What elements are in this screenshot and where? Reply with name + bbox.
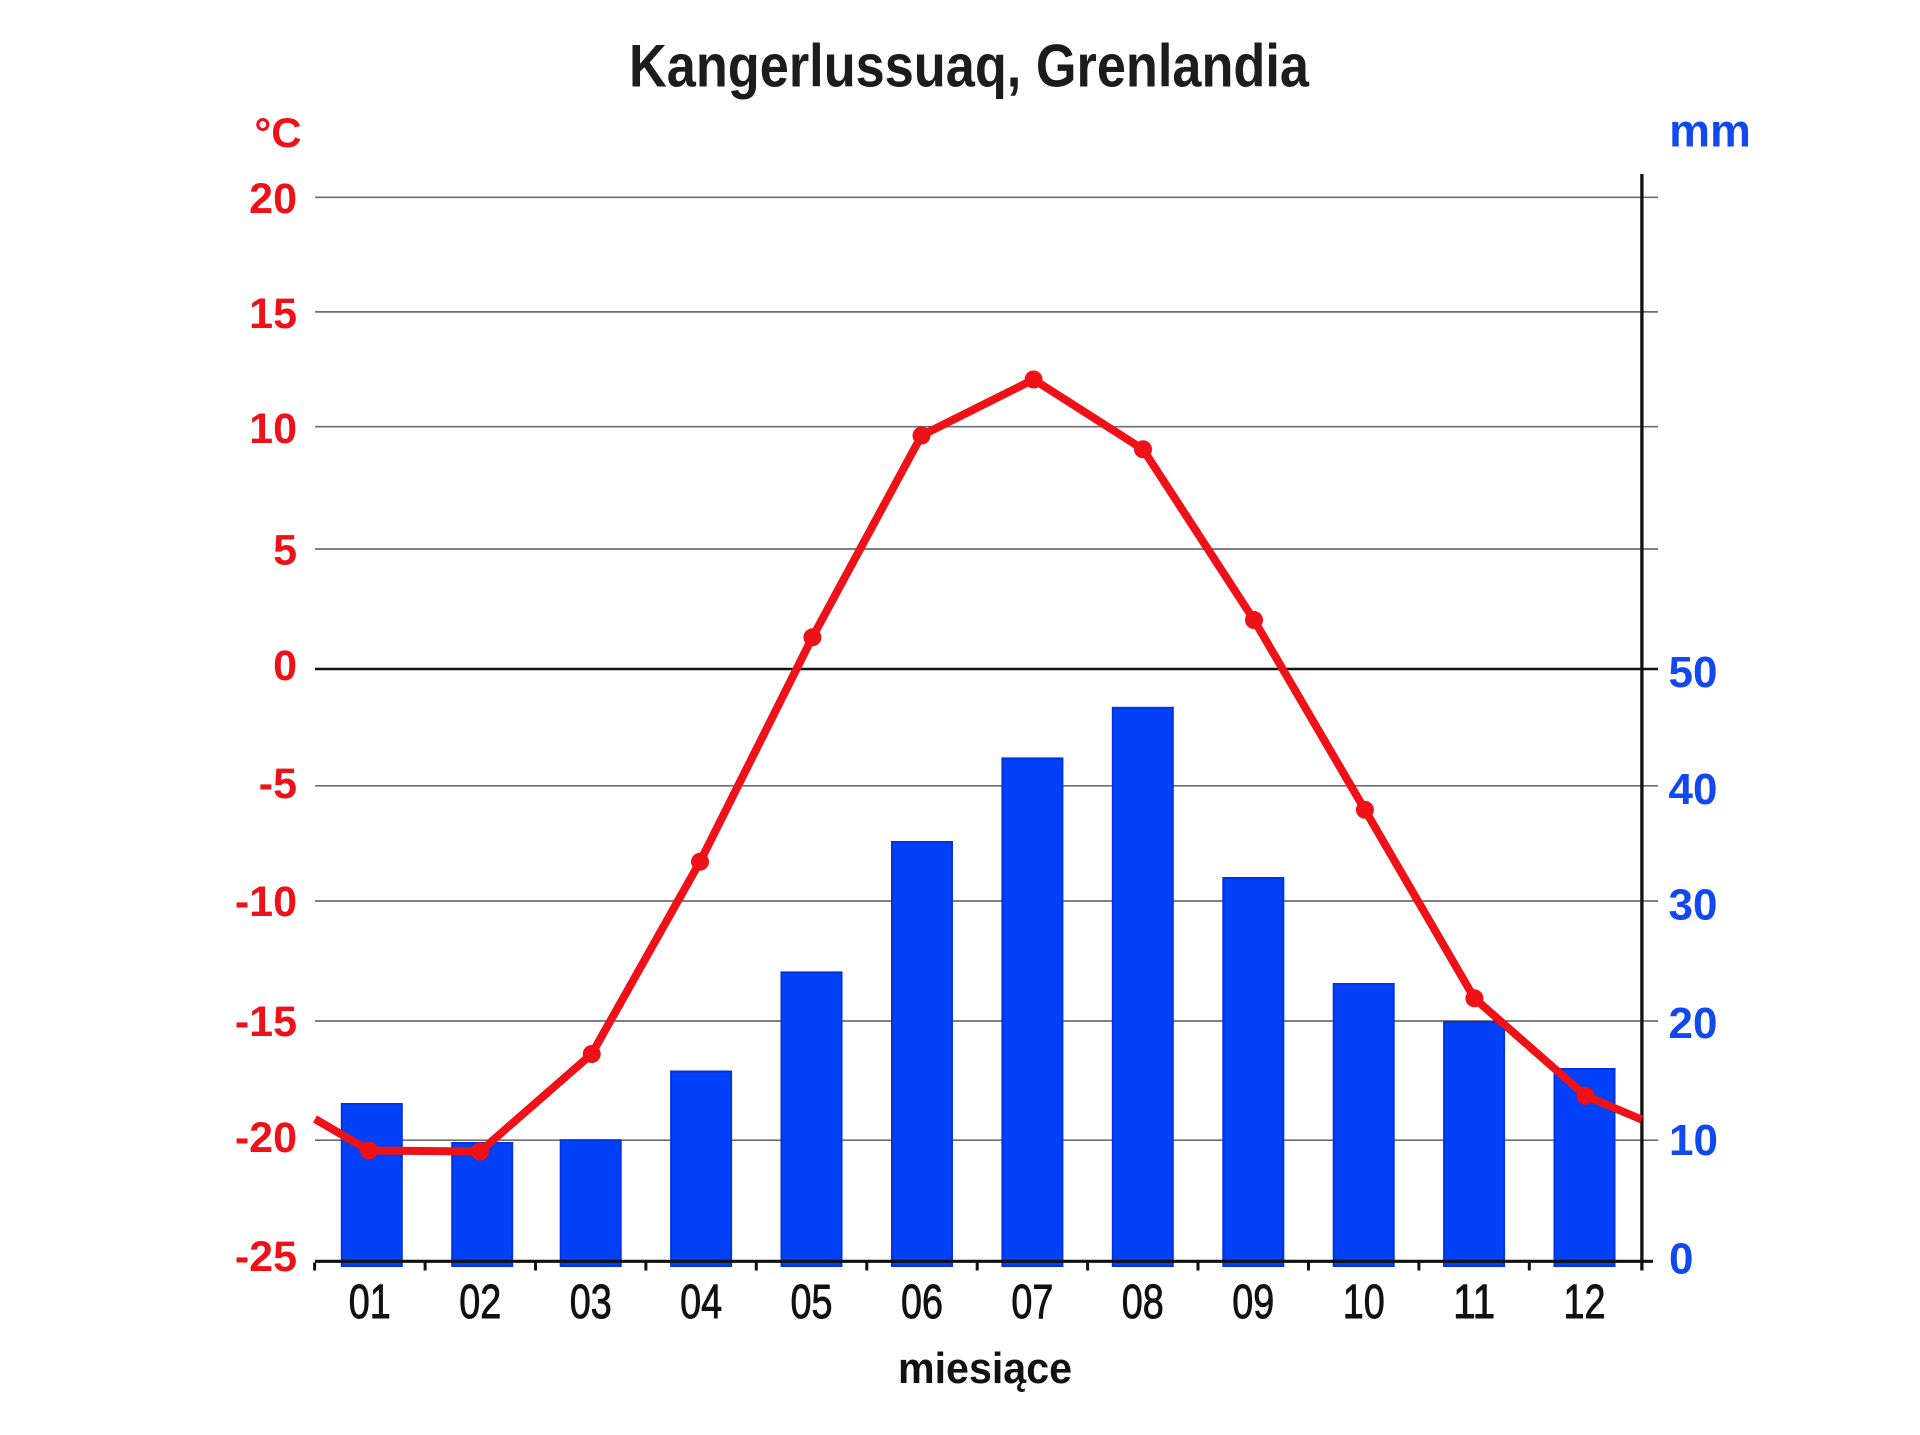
- svg-text:01: 01: [349, 1276, 391, 1329]
- svg-text:-10: -10: [235, 878, 297, 926]
- svg-text:04: 04: [680, 1276, 722, 1329]
- svg-text:03: 03: [570, 1276, 612, 1329]
- svg-text:09: 09: [1232, 1276, 1274, 1329]
- svg-text:08: 08: [1122, 1276, 1164, 1329]
- svg-text:°C: °C: [254, 109, 301, 156]
- svg-text:30: 30: [1669, 881, 1718, 930]
- svg-text:06: 06: [901, 1276, 943, 1329]
- svg-text:20: 20: [249, 175, 297, 223]
- svg-text:07: 07: [1011, 1276, 1053, 1329]
- svg-text:05: 05: [791, 1276, 833, 1329]
- svg-text:miesiące: miesiące: [898, 1344, 1072, 1393]
- svg-text:0: 0: [273, 642, 297, 690]
- svg-text:15: 15: [249, 290, 297, 338]
- svg-text:0: 0: [1669, 1235, 1693, 1284]
- svg-text:12: 12: [1564, 1276, 1606, 1329]
- svg-text:5: 5: [273, 527, 297, 575]
- svg-text:20: 20: [1669, 999, 1718, 1048]
- svg-text:-25: -25: [235, 1233, 297, 1281]
- svg-text:02: 02: [459, 1276, 501, 1329]
- svg-text:50: 50: [1669, 648, 1718, 697]
- svg-text:10: 10: [249, 405, 297, 453]
- svg-text:10: 10: [1669, 1116, 1718, 1165]
- svg-text:-20: -20: [235, 1114, 297, 1162]
- svg-text:Kangerlussuaq, Grenlandia: Kangerlussuaq, Grenlandia: [629, 32, 1310, 99]
- svg-text:-5: -5: [259, 760, 297, 808]
- svg-text:40: 40: [1669, 765, 1718, 814]
- svg-text:-15: -15: [235, 998, 297, 1046]
- svg-text:10: 10: [1343, 1276, 1385, 1329]
- svg-text:11: 11: [1453, 1276, 1495, 1329]
- svg-text:mm: mm: [1669, 105, 1751, 157]
